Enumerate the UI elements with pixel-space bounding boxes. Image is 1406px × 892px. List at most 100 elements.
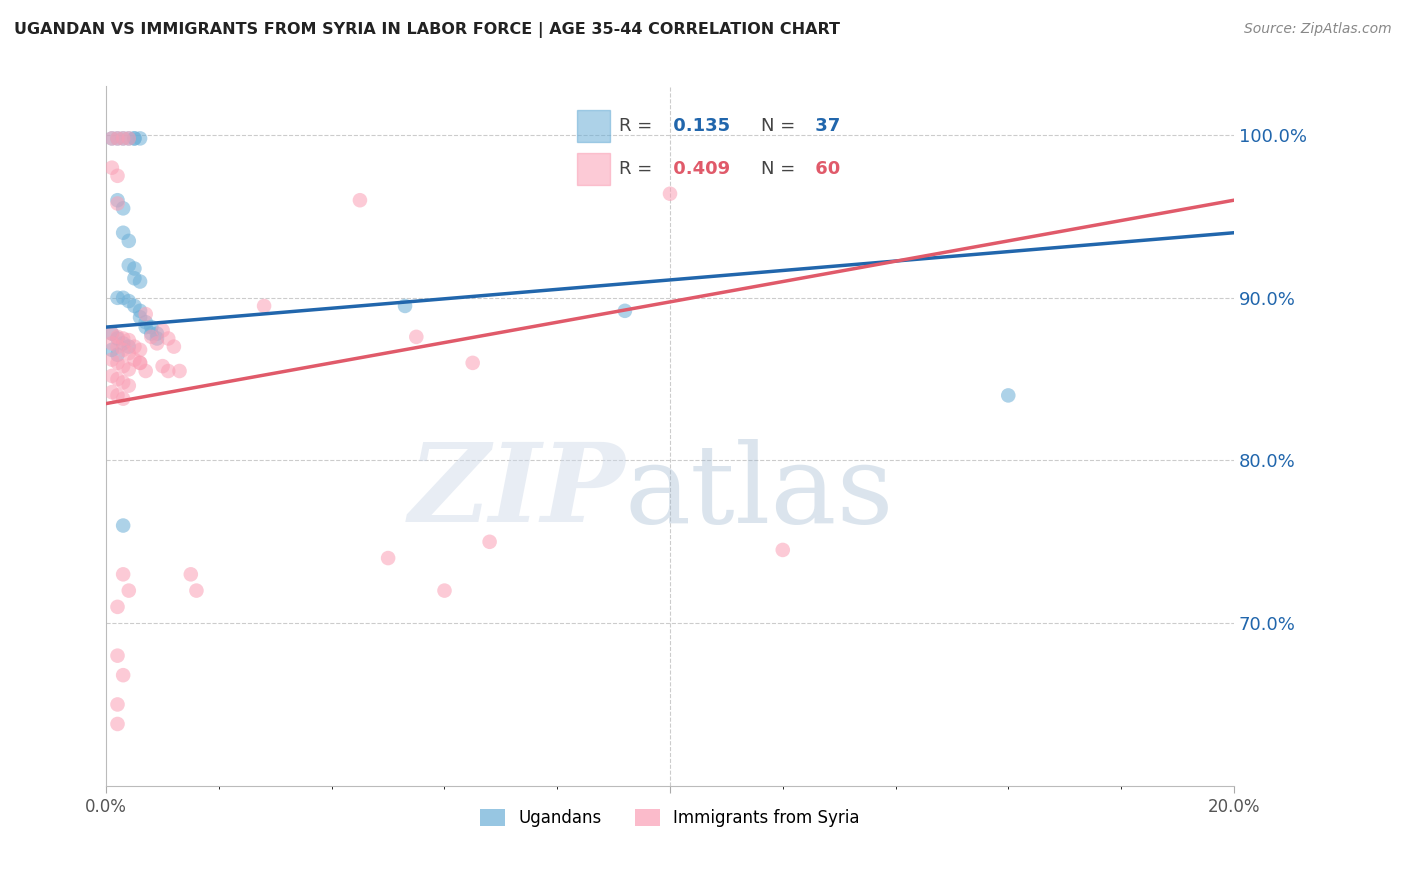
Point	[107, 340, 129, 354]
Point	[135, 315, 157, 329]
Point	[112, 331, 135, 345]
Point	[101, 368, 124, 383]
Point	[118, 294, 141, 309]
Point	[107, 372, 129, 386]
Point	[157, 331, 180, 345]
Point	[118, 131, 141, 145]
Point	[169, 364, 191, 378]
Point	[107, 348, 129, 362]
Point	[405, 330, 427, 344]
Point	[101, 336, 124, 351]
Point	[112, 567, 135, 582]
Point	[135, 364, 157, 378]
Point	[101, 326, 124, 341]
Point	[163, 340, 186, 354]
Point	[118, 333, 141, 347]
Point	[129, 356, 152, 370]
Text: Source: ZipAtlas.com: Source: ZipAtlas.com	[1244, 22, 1392, 37]
Point	[157, 364, 180, 378]
Point	[124, 299, 146, 313]
Point	[112, 291, 135, 305]
Point	[478, 534, 501, 549]
Text: atlas: atlas	[624, 439, 894, 546]
Point	[124, 131, 146, 145]
Point	[124, 261, 146, 276]
Point	[112, 376, 135, 390]
Point	[349, 193, 371, 207]
Point	[129, 275, 152, 289]
Point	[377, 551, 399, 566]
Point	[112, 202, 135, 216]
Point	[101, 352, 124, 367]
Point	[659, 186, 682, 201]
Point	[107, 169, 129, 183]
Point	[118, 234, 141, 248]
Point	[394, 299, 416, 313]
Point	[253, 299, 276, 313]
Point	[186, 583, 208, 598]
Point	[107, 131, 129, 145]
Text: ZIP: ZIP	[408, 438, 624, 546]
Point	[124, 340, 146, 354]
Point	[135, 320, 157, 334]
Point	[107, 698, 129, 712]
Point	[112, 226, 135, 240]
Point	[152, 359, 174, 373]
Point	[141, 326, 163, 341]
Point	[118, 340, 141, 354]
Point	[107, 648, 129, 663]
Point	[129, 303, 152, 318]
Point	[112, 392, 135, 406]
Point	[152, 323, 174, 337]
Point	[112, 343, 135, 357]
Point	[146, 326, 169, 341]
Point	[107, 388, 129, 402]
Point	[101, 385, 124, 400]
Point	[101, 131, 124, 145]
Point	[107, 356, 129, 370]
Point	[433, 583, 456, 598]
Point	[118, 362, 141, 376]
Point	[118, 346, 141, 360]
Point	[107, 131, 129, 145]
Point	[101, 326, 124, 341]
Point	[180, 567, 202, 582]
Point	[107, 330, 129, 344]
Point	[112, 668, 135, 682]
Point	[129, 356, 152, 370]
Text: UGANDAN VS IMMIGRANTS FROM SYRIA IN LABOR FORCE | AGE 35-44 CORRELATION CHART: UGANDAN VS IMMIGRANTS FROM SYRIA IN LABO…	[14, 22, 839, 38]
Point	[146, 336, 169, 351]
Point	[107, 193, 129, 207]
Legend: Ugandans, Immigrants from Syria: Ugandans, Immigrants from Syria	[474, 802, 866, 833]
Point	[124, 352, 146, 367]
Point	[135, 307, 157, 321]
Point	[112, 131, 135, 145]
Point	[124, 271, 146, 285]
Point	[461, 356, 484, 370]
Point	[141, 320, 163, 334]
Point	[107, 291, 129, 305]
Point	[107, 331, 129, 345]
Point	[146, 331, 169, 345]
Point	[129, 343, 152, 357]
Point	[118, 583, 141, 598]
Point	[107, 599, 129, 614]
Point	[101, 131, 124, 145]
Point	[997, 388, 1019, 402]
Point	[101, 343, 124, 357]
Point	[112, 518, 135, 533]
Point	[118, 378, 141, 392]
Point	[112, 131, 135, 145]
Point	[112, 336, 135, 351]
Point	[129, 131, 152, 145]
Point	[112, 359, 135, 373]
Point	[107, 717, 129, 731]
Point	[118, 258, 141, 272]
Point	[107, 196, 129, 211]
Point	[101, 161, 124, 175]
Point	[772, 543, 794, 558]
Point	[613, 303, 636, 318]
Point	[118, 131, 141, 145]
Point	[141, 330, 163, 344]
Point	[129, 310, 152, 325]
